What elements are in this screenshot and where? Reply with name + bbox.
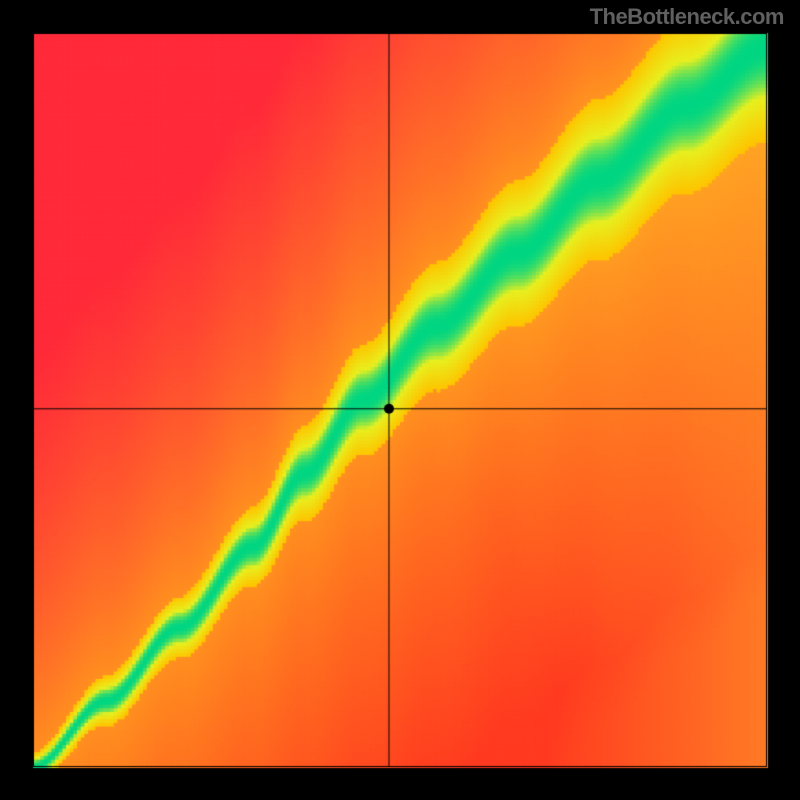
watermark-text: TheBottleneck.com	[590, 4, 784, 30]
chart-container: TheBottleneck.com	[0, 0, 800, 800]
bottleneck-heatmap	[0, 0, 800, 800]
